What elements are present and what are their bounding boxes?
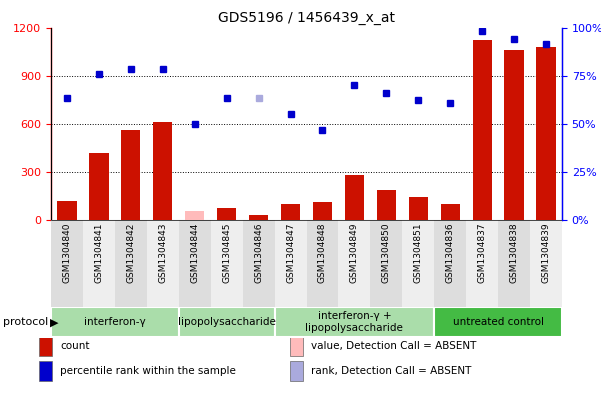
Bar bbox=[313, 202, 332, 220]
Text: GSM1304839: GSM1304839 bbox=[542, 223, 551, 283]
Bar bbox=[58, 201, 77, 220]
Text: count: count bbox=[60, 341, 90, 351]
Bar bbox=[290, 335, 303, 356]
Text: GSM1304840: GSM1304840 bbox=[63, 223, 72, 283]
Bar bbox=[83, 220, 115, 307]
Bar bbox=[345, 175, 364, 220]
Bar bbox=[90, 152, 109, 220]
Bar bbox=[409, 197, 428, 220]
Text: GSM1304841: GSM1304841 bbox=[94, 223, 103, 283]
Text: GSM1304836: GSM1304836 bbox=[446, 223, 455, 283]
Text: rank, Detection Call = ABSENT: rank, Detection Call = ABSENT bbox=[311, 366, 471, 376]
Bar bbox=[211, 220, 243, 307]
Text: ▶: ▶ bbox=[50, 317, 58, 327]
Text: GSM1304848: GSM1304848 bbox=[318, 223, 327, 283]
Text: GSM1304846: GSM1304846 bbox=[254, 223, 263, 283]
Bar bbox=[504, 50, 523, 220]
Bar bbox=[179, 307, 275, 337]
Bar bbox=[498, 220, 530, 307]
Bar bbox=[275, 220, 307, 307]
Bar bbox=[185, 211, 204, 220]
Bar bbox=[51, 220, 83, 307]
Text: GSM1304844: GSM1304844 bbox=[191, 223, 200, 283]
Bar bbox=[307, 220, 338, 307]
Bar bbox=[39, 335, 52, 356]
Bar bbox=[115, 220, 147, 307]
Text: GSM1304842: GSM1304842 bbox=[126, 223, 135, 283]
Bar bbox=[121, 130, 141, 220]
Bar bbox=[290, 361, 303, 381]
Bar bbox=[51, 307, 179, 337]
Bar bbox=[530, 220, 562, 307]
Bar bbox=[281, 204, 300, 220]
Bar bbox=[249, 215, 268, 220]
Bar bbox=[338, 220, 370, 307]
Text: GSM1304837: GSM1304837 bbox=[478, 223, 487, 283]
Text: untreated control: untreated control bbox=[453, 317, 543, 327]
Text: lipopolysaccharide: lipopolysaccharide bbox=[178, 317, 276, 327]
Bar bbox=[441, 204, 460, 220]
Bar bbox=[370, 220, 402, 307]
Text: percentile rank within the sample: percentile rank within the sample bbox=[60, 366, 236, 376]
Text: GSM1304850: GSM1304850 bbox=[382, 223, 391, 283]
Bar bbox=[434, 307, 562, 337]
Text: GSM1304849: GSM1304849 bbox=[350, 223, 359, 283]
Text: GSM1304845: GSM1304845 bbox=[222, 223, 231, 283]
Bar bbox=[39, 361, 52, 381]
Bar bbox=[153, 122, 172, 220]
Text: value, Detection Call = ABSENT: value, Detection Call = ABSENT bbox=[311, 341, 477, 351]
Text: GSM1304851: GSM1304851 bbox=[413, 223, 423, 283]
Bar bbox=[243, 220, 275, 307]
Text: GSM1304847: GSM1304847 bbox=[286, 223, 295, 283]
Text: interferon-γ: interferon-γ bbox=[84, 317, 146, 327]
Text: interferon-γ +
lipopolysaccharide: interferon-γ + lipopolysaccharide bbox=[305, 312, 403, 333]
Bar bbox=[275, 307, 435, 337]
Bar bbox=[466, 220, 498, 307]
Text: GSM1304838: GSM1304838 bbox=[510, 223, 519, 283]
Bar bbox=[537, 47, 555, 220]
Text: protocol: protocol bbox=[3, 317, 48, 327]
Bar bbox=[472, 40, 492, 220]
Bar bbox=[179, 220, 211, 307]
Bar bbox=[377, 189, 396, 220]
Bar bbox=[217, 208, 236, 220]
Title: GDS5196 / 1456439_x_at: GDS5196 / 1456439_x_at bbox=[218, 11, 395, 25]
Text: GSM1304843: GSM1304843 bbox=[158, 223, 167, 283]
Bar bbox=[147, 220, 179, 307]
Bar bbox=[434, 220, 466, 307]
Bar bbox=[402, 220, 435, 307]
